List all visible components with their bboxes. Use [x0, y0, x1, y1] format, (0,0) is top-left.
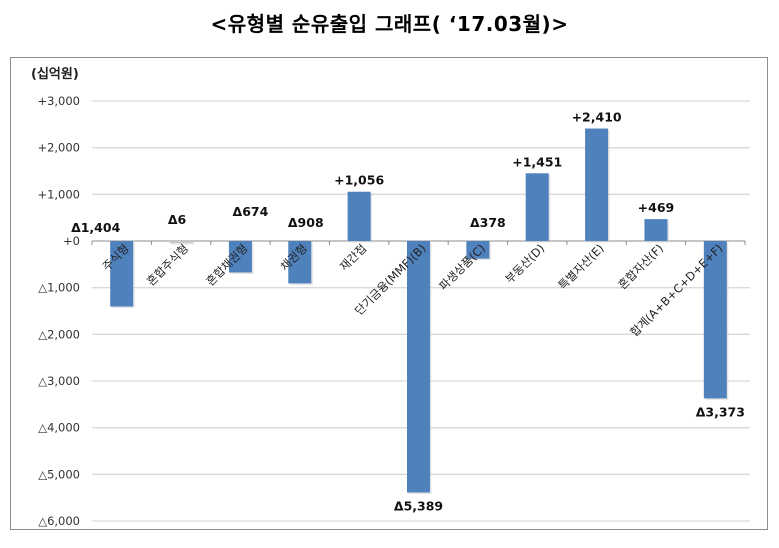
bars: [110, 128, 729, 494]
data-label: Δ908: [288, 215, 324, 230]
bar: [525, 173, 549, 241]
category-label: 특별자산(E): [555, 241, 606, 292]
y-tick-label: △3,000: [38, 374, 80, 388]
bar: [288, 241, 312, 284]
category-label: 파생상품(C): [436, 241, 488, 293]
category-label: 혼합주식형: [144, 241, 191, 288]
y-tick-label: +2,000: [37, 141, 80, 155]
bar: [347, 191, 371, 241]
bar: [644, 219, 668, 241]
bar: [703, 241, 727, 399]
chart-title: <유형별 순유출입 그래프( ‘17.03월)>: [210, 12, 569, 36]
data-label: +1,451: [512, 154, 562, 169]
data-label: Δ378: [470, 215, 506, 230]
data-label: Δ6: [168, 212, 187, 227]
y-axis-unit-label: (십억원): [31, 67, 79, 82]
data-label: Δ1,404: [71, 220, 121, 235]
y-tick-label: △4,000: [38, 421, 80, 435]
category-label: 부동산(D): [502, 241, 547, 286]
data-label: +2,410: [572, 110, 622, 125]
bar: [466, 241, 490, 259]
y-tick-label: △1,000: [38, 281, 80, 295]
y-tick-label: +3,000: [37, 94, 80, 108]
chart-frame: [10, 57, 768, 530]
bar: [169, 241, 193, 243]
data-label: Δ5,389: [394, 498, 443, 513]
bar: [585, 128, 609, 241]
y-tick-label: △2,000: [38, 327, 80, 341]
y-axis-ticks: +3,000 +2,000 +1,000 +0 △1,000 △2,000 △3,000 △4…: [37, 94, 80, 528]
y-tick-label: △6,000: [38, 514, 80, 528]
y-tick-label: △5,000: [38, 467, 80, 481]
category-label: 재간접: [337, 241, 369, 273]
y-tick-label: +0: [63, 234, 80, 248]
bar: [407, 241, 430, 493]
data-labels: Δ1,404 Δ6 Δ674 Δ908 +1,056 Δ5,389 Δ378 +1,451 +2…: [71, 110, 745, 514]
bar: [228, 241, 252, 273]
data-label: Δ3,373: [696, 404, 745, 419]
category-label: 혼합자산(F): [615, 241, 666, 292]
data-label: +469: [638, 200, 675, 215]
data-label: Δ674: [233, 204, 269, 219]
data-label: +1,056: [334, 173, 384, 188]
y-tick-label: +1,000: [37, 187, 80, 201]
bar: [110, 241, 134, 307]
